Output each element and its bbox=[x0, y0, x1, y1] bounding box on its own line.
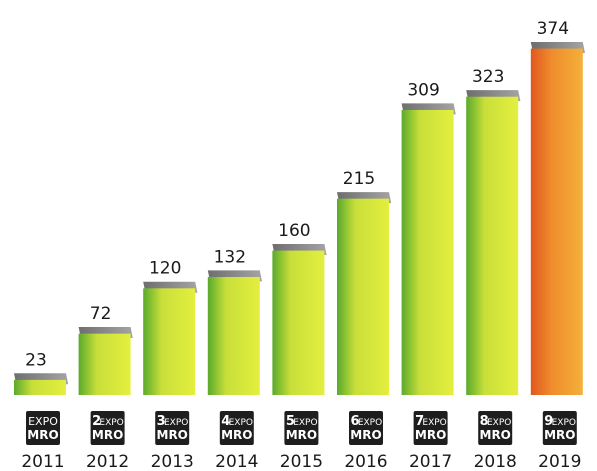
logo-bottom-text: MRO bbox=[415, 428, 446, 442]
logo-box bbox=[155, 411, 190, 445]
year-label: 2012 bbox=[86, 452, 129, 471]
bar-front-face bbox=[78, 333, 131, 395]
bar-front-face bbox=[466, 96, 519, 396]
value-label: 374 bbox=[537, 19, 569, 39]
bar-2012 bbox=[78, 327, 133, 395]
value-label: 323 bbox=[472, 67, 504, 87]
value-label: 309 bbox=[407, 80, 439, 100]
value-label: 132 bbox=[214, 247, 246, 267]
logo-bottom-text: MRO bbox=[92, 428, 123, 442]
year-label: 2015 bbox=[280, 452, 323, 471]
logo-top-text: EXPO bbox=[487, 418, 511, 428]
value-label: 23 bbox=[25, 350, 47, 370]
bar-2014 bbox=[207, 270, 262, 395]
logo-box bbox=[349, 411, 383, 445]
logo-bottom-text: MRO bbox=[286, 428, 317, 442]
bar-front-face bbox=[14, 379, 66, 395]
bar-2019 bbox=[530, 42, 585, 395]
bar-front-face bbox=[207, 277, 260, 395]
bar-2018 bbox=[466, 90, 521, 396]
value-label: 72 bbox=[90, 304, 112, 324]
bar-front-face bbox=[337, 198, 389, 395]
logo-box bbox=[478, 411, 513, 445]
edition-number: 7 bbox=[415, 414, 424, 429]
logo-top-text: EXPO bbox=[229, 418, 253, 428]
logo-top-text: EXPO bbox=[422, 418, 446, 428]
logo-box bbox=[284, 411, 319, 445]
edition-number: 9 bbox=[544, 414, 553, 429]
logo-top-text: EXPO bbox=[28, 415, 58, 428]
logo-top-text: EXPO bbox=[552, 418, 576, 428]
edition-number: 4 bbox=[221, 414, 230, 429]
logo-top-text: EXPO bbox=[164, 418, 188, 428]
bar-2015 bbox=[272, 243, 327, 395]
logo-bottom-text: MRO bbox=[27, 428, 58, 442]
logo-bottom-text: MRO bbox=[221, 428, 252, 442]
bar-2017 bbox=[401, 103, 456, 396]
bar-2013 bbox=[143, 281, 198, 395]
logo-box bbox=[413, 411, 448, 445]
year-label: 2018 bbox=[474, 452, 517, 471]
year-label: 2016 bbox=[344, 452, 387, 471]
edition-number: 8 bbox=[480, 414, 489, 429]
year-label: 2017 bbox=[409, 452, 452, 471]
value-label: 120 bbox=[149, 259, 181, 279]
edition-number: 3 bbox=[157, 414, 166, 429]
bar-front-face bbox=[401, 109, 454, 396]
bar-front-face bbox=[143, 288, 196, 395]
edition-number: 5 bbox=[286, 414, 295, 429]
logo-top-text: EXPO bbox=[358, 418, 382, 428]
value-label: 160 bbox=[278, 221, 310, 241]
year-label: 2013 bbox=[151, 452, 194, 471]
bar-front-face bbox=[530, 48, 583, 395]
logo-top-text: EXPO bbox=[293, 418, 317, 428]
year-label: 2011 bbox=[21, 452, 64, 471]
year-label: 2014 bbox=[215, 452, 258, 471]
logo-box bbox=[90, 411, 125, 445]
logo-bottom-text: MRO bbox=[544, 428, 575, 442]
value-label: 215 bbox=[343, 169, 375, 189]
logo-box bbox=[26, 411, 60, 445]
logo-bottom-text: MRO bbox=[157, 428, 188, 442]
bar-2011 bbox=[14, 373, 69, 395]
logo-box bbox=[219, 411, 254, 445]
bar-2016 bbox=[337, 192, 392, 395]
year-label: 2019 bbox=[538, 452, 581, 471]
logo-bottom-text: MRO bbox=[480, 428, 511, 442]
bar-front-face bbox=[272, 250, 325, 395]
logo-top-text: EXPO bbox=[99, 418, 123, 428]
logo-bottom-text: MRO bbox=[350, 428, 381, 442]
logo-box bbox=[542, 411, 577, 445]
edition-number: 2 bbox=[92, 414, 101, 429]
edition-number: 6 bbox=[350, 414, 359, 429]
